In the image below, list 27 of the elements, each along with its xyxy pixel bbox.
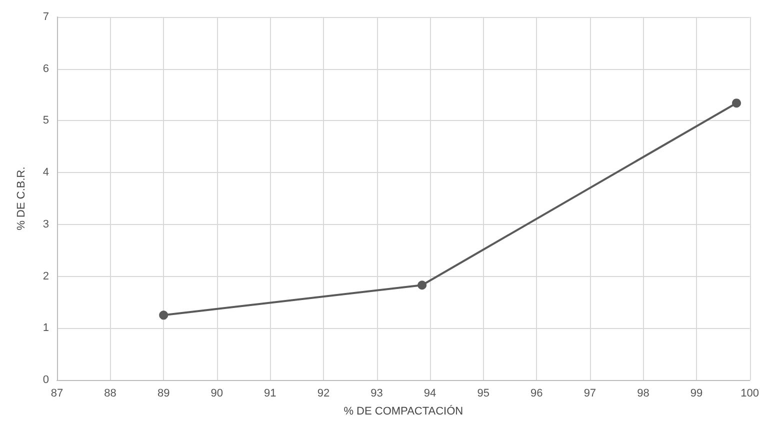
x-tick-label: 95 xyxy=(477,388,490,400)
y-tick-label: 7 xyxy=(42,11,49,23)
point xyxy=(159,310,168,320)
x-tick-label: 99 xyxy=(690,388,703,400)
x-tick-label: 93 xyxy=(370,388,383,400)
x-tick-label: 97 xyxy=(584,388,596,400)
y-tick-label: 5 xyxy=(42,114,49,127)
x-axis-title: % DE COMPACTACIÓN xyxy=(344,404,464,418)
x-tick-label: 100 xyxy=(740,388,760,400)
point xyxy=(732,98,741,108)
y-tick-label: 0 xyxy=(42,374,49,386)
point xyxy=(418,280,427,290)
y-tick-label: 1 xyxy=(42,322,49,334)
x-tick-label: 98 xyxy=(637,388,650,400)
x-tick-label: 92 xyxy=(317,388,330,400)
x-tick-label: 91 xyxy=(264,388,276,400)
x-tick-label: 94 xyxy=(424,388,436,400)
x-tick-label: 96 xyxy=(530,388,543,400)
y-tick-label: 6 xyxy=(42,62,49,75)
x-tick-label: 87 xyxy=(50,388,64,400)
x-tick-label: 90 xyxy=(210,388,224,400)
x-tick-label: 88 xyxy=(104,388,116,400)
y-tick-label: 4 xyxy=(42,166,49,179)
y-tick-label: 2 xyxy=(42,270,49,282)
x-tick-label: 89 xyxy=(157,388,170,400)
y-axis-title: % DE C.B.R. xyxy=(16,166,28,230)
y-tick-label: 3 xyxy=(42,218,49,230)
